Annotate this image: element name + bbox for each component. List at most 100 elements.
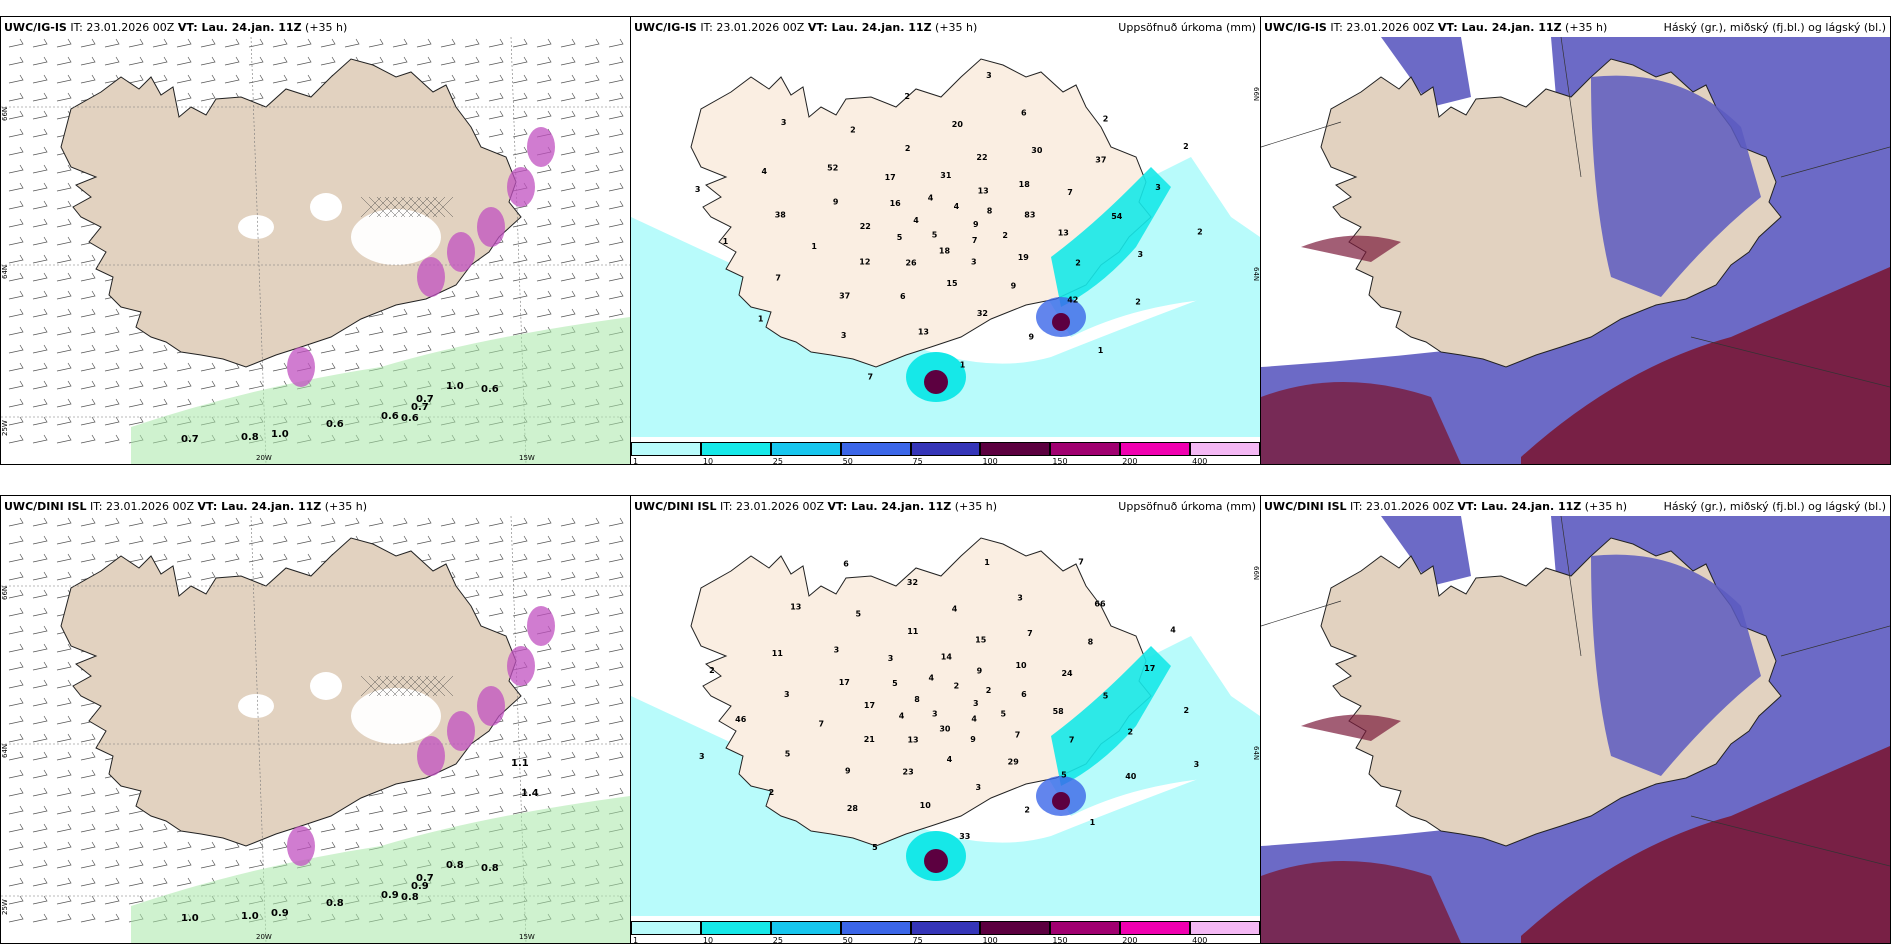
precip-label: 3: [1017, 593, 1023, 602]
panel-subtitle: Háský (gr.), miðský (fj.bl.) og lágský (…: [1663, 500, 1886, 513]
lat-label: 64N: [1, 744, 9, 758]
gust-cell: [507, 646, 535, 686]
precip-label: 13: [918, 328, 929, 337]
precip-label: 4: [947, 755, 953, 764]
gust-cell: [287, 347, 315, 387]
cloud-panel-dini: UWC/DINI ISL IT: 23.01.2026 00Z VT: Lau.…: [1260, 495, 1891, 944]
lat-label: 66N: [1252, 87, 1260, 101]
precip-label: 2: [1103, 115, 1109, 124]
gust-cell: [507, 167, 535, 207]
wind-gust-label: 1.0: [181, 913, 199, 924]
precip-label: 2: [905, 144, 911, 153]
precip-label: 13: [790, 603, 801, 612]
wind-gust-label: 0.8: [481, 863, 499, 874]
precip-label: 5: [785, 749, 791, 758]
colorbar-label: 75: [912, 936, 923, 944]
colorbar-label: 200: [1122, 457, 1138, 465]
wind-gust-label: 1.0: [446, 381, 464, 392]
colorbar-label: 1: [633, 457, 639, 465]
colorbar-swatch: [1120, 921, 1191, 935]
precip-label: 28: [847, 804, 859, 813]
precip-label: 12: [859, 258, 870, 267]
colorbar-label: 50: [842, 936, 853, 944]
wind-gust-label: 0.6: [401, 413, 419, 424]
cloud-map: [1261, 516, 1890, 943]
precip-area: [631, 217, 1260, 437]
precip-label: 1: [758, 314, 764, 323]
colorbar-swatch: [910, 921, 981, 935]
wind-gust-label: 0.8: [446, 860, 464, 871]
snow-patch: [351, 688, 441, 744]
precip-label: 5: [1103, 692, 1109, 701]
precip-area: [631, 696, 1260, 916]
boundary-lines: [1261, 37, 1890, 388]
colorbar-swatch: [770, 442, 841, 456]
precip-label: 7: [775, 273, 781, 282]
colorbar-swatch: [631, 442, 701, 456]
colorbar-label: 150: [1052, 936, 1068, 944]
precip-label: 54: [1111, 212, 1123, 221]
panel-title: UWC/DINI ISL IT: 23.01.2026 00Z VT: Lau.…: [634, 500, 997, 513]
precip-label: 8: [1088, 638, 1094, 647]
wind-gust-label: 1.0: [271, 429, 289, 440]
colorbar-label: 200: [1122, 936, 1138, 944]
wind-gust-label: 0.6: [326, 419, 344, 430]
precip-label: 2: [1075, 259, 1081, 268]
precip-label: 4: [899, 712, 905, 721]
gust-cell: [417, 257, 445, 297]
precip-label: 3: [888, 654, 894, 663]
colorbar-label: 50: [842, 457, 853, 465]
precip-colorbar: 1 10 25 50 75 100 150 200 400: [631, 442, 1260, 464]
precip-label: 1: [960, 361, 966, 370]
colorbar-swatch: [980, 921, 1051, 935]
precip-label: 37: [839, 292, 850, 301]
lat-label: 66N: [1252, 566, 1260, 580]
precip-label: 2: [1002, 231, 1008, 240]
precip-label: 32: [977, 309, 988, 318]
precip-label: 15: [975, 635, 987, 644]
wind-gust-label: 0.6: [481, 384, 499, 395]
precip-label: 2: [1184, 706, 1190, 715]
precip-label: 38: [775, 210, 787, 219]
precip-label: 4: [971, 715, 977, 724]
colorbar-label: 1: [633, 936, 639, 944]
precip-area: [1051, 646, 1171, 786]
precip-label: 7: [1027, 629, 1033, 638]
precip-label: 9: [977, 667, 983, 676]
precip-label: 46: [735, 715, 747, 724]
precip-label: 2: [904, 92, 910, 101]
precip-label: 5: [856, 609, 862, 618]
precip-area: [924, 370, 948, 394]
lat-label: 64N: [1252, 267, 1260, 281]
wind-gust-label: 1.0: [241, 911, 259, 922]
lon-label: 25W: [1, 420, 9, 436]
gust-cell: [447, 232, 475, 272]
wind-gust-label: 0.9: [381, 890, 399, 901]
precip-label: 3: [781, 118, 787, 127]
precip-label: 13: [978, 186, 989, 195]
wind-gust-label: 0.8: [241, 432, 259, 443]
precip-label: 17: [839, 678, 850, 687]
colorbar-swatch: [1050, 921, 1121, 935]
snow-patch: [310, 193, 342, 221]
gust-cell: [417, 736, 445, 776]
wind-map: 0.7 0.8 1.00.60.70.6 0.61.00.70.666N64N25W2…: [1, 37, 630, 464]
colorbar-swatch: [631, 921, 701, 935]
wind-gust-label: 0.6: [381, 411, 399, 422]
gust-cell: [287, 826, 315, 866]
precip-label: 5: [1000, 710, 1006, 719]
panel-title: UWC/IG-IS IT: 23.01.2026 00Z VT: Lau. 24…: [634, 21, 978, 34]
panel-subtitle: Háský (gr.), miðský (fj.bl.) og lágský (…: [1663, 21, 1886, 34]
colorbar-swatch: [910, 442, 981, 456]
precip-label: 3: [1138, 250, 1144, 259]
precip-label: 7: [972, 236, 978, 245]
colorbar-swatch: [1190, 921, 1260, 935]
precip-label: 5: [872, 843, 878, 852]
precip-label: 1: [1090, 818, 1096, 827]
cloud-area: [1521, 267, 1890, 464]
precip-label: 2: [1135, 297, 1141, 306]
precip-label: 33: [959, 832, 970, 841]
precip-panel-igis: UWC/IG-IS IT: 23.01.2026 00Z VT: Lau. 24…: [630, 16, 1261, 465]
cloud-area: [1261, 861, 1461, 943]
precip-label: 3: [695, 185, 701, 194]
